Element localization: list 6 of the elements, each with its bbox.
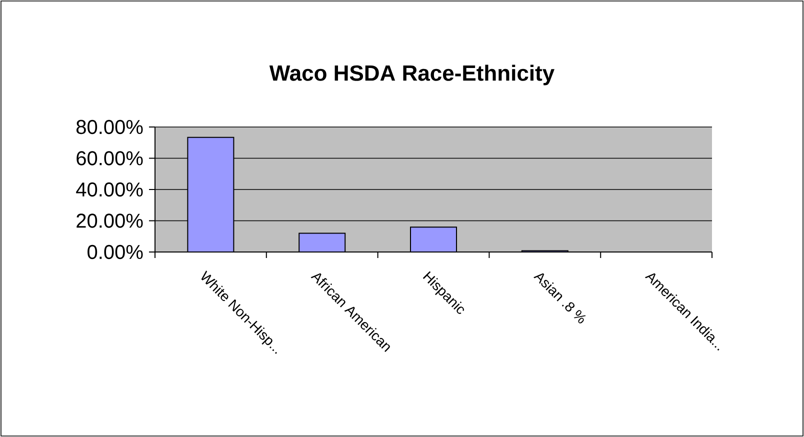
chart-title: Waco HSDA Race-Ethnicity <box>269 64 554 86</box>
y-tick-label: 40.00% <box>76 182 143 197</box>
y-tick-label: 80.00% <box>76 120 143 134</box>
y-tick-label: 0.00% <box>88 244 143 260</box>
y-tick-label: 60.00% <box>76 151 143 166</box>
y-tick-label: 20.00% <box>76 214 143 228</box>
